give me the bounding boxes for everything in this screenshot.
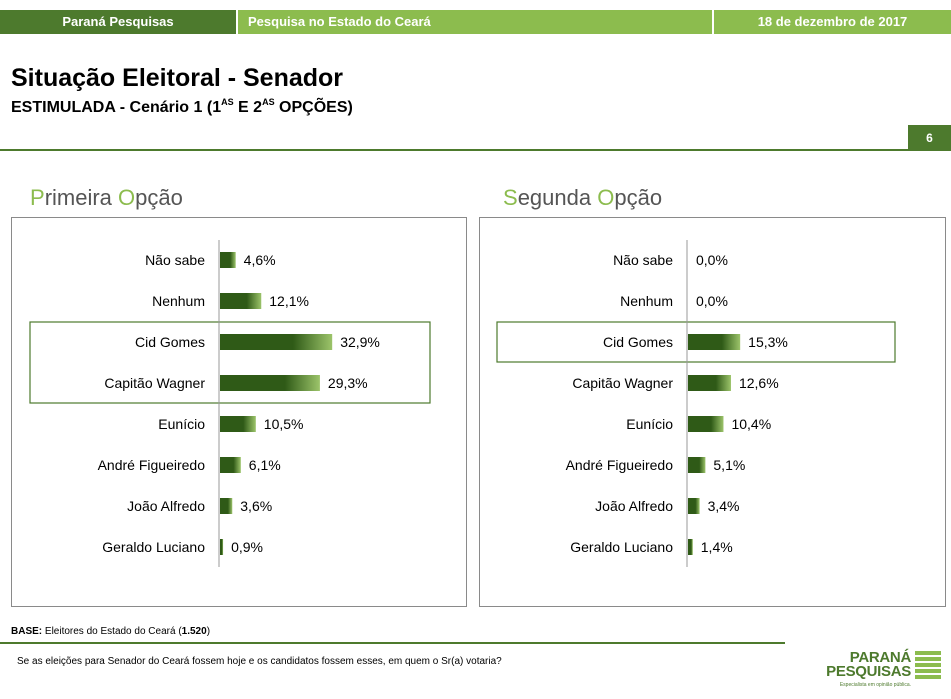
category-label: Nenhum <box>620 293 673 309</box>
data-label: 3,4% <box>708 498 740 514</box>
category-label: Não sabe <box>145 252 205 268</box>
data-label: 5,1% <box>713 457 745 473</box>
bar <box>220 457 241 473</box>
data-label: 10,4% <box>731 416 771 432</box>
page-title: Situação Eleitoral - Senador <box>11 64 344 92</box>
survey-date: 18 de dezembro de 2017 <box>714 10 951 34</box>
data-label: 0,0% <box>696 252 728 268</box>
category-label: Geraldo Luciano <box>102 539 205 555</box>
category-label: André Figueiredo <box>566 457 674 473</box>
first-option-title: Primeira Opção <box>30 185 183 210</box>
category-label: Não sabe <box>613 252 673 268</box>
page-subtitle: ESTIMULADA - Cenário 1 (1AS E 2AS OPÇÕES… <box>11 97 353 116</box>
data-label: 3,6% <box>240 498 272 514</box>
category-label: Cid Gomes <box>135 334 205 350</box>
highlight-box <box>496 321 896 363</box>
data-label: 4,6% <box>244 252 276 268</box>
bar <box>220 539 224 555</box>
highlight-box <box>29 321 431 404</box>
bar <box>220 375 320 391</box>
bar <box>688 498 700 514</box>
data-label: 32,9% <box>340 334 380 350</box>
parana-pesquisas-logo: PARANÁ PESQUISAS Especialista em opinião… <box>826 649 941 693</box>
category-label: Eunício <box>158 416 205 432</box>
data-label: 15,3% <box>748 334 788 350</box>
bar <box>688 416 724 432</box>
top-bar: Paraná Pesquisas Pesquisa no Estado do C… <box>0 10 951 34</box>
category-label: Capitão Wagner <box>104 375 205 391</box>
survey-name: Pesquisa no Estado do Ceará <box>238 10 712 34</box>
bar <box>220 416 256 432</box>
data-label: 29,3% <box>328 375 368 391</box>
data-label: 10,5% <box>264 416 304 432</box>
logo-tagline: Especialista em opinião pública. <box>839 682 911 688</box>
survey-question: Se as eleições para Senador do Ceará fos… <box>17 656 502 667</box>
bar <box>688 539 693 555</box>
bar <box>220 293 262 309</box>
category-label: João Alfredo <box>127 498 205 514</box>
category-label: André Figueiredo <box>98 457 206 473</box>
data-label: 0,9% <box>231 539 263 555</box>
second-option-panel: Não sabe 0,0% Nenhum 0,0% Cid Gomes 15,3% Capi… <box>479 217 946 607</box>
category-label: Cid Gomes <box>603 334 673 350</box>
bar <box>688 334 741 350</box>
data-label: 12,6% <box>739 375 779 391</box>
header-rule <box>0 149 908 151</box>
org-name: Paraná Pesquisas <box>0 10 236 34</box>
category-label: João Alfredo <box>595 498 673 514</box>
bar <box>688 375 731 391</box>
data-label: 6,1% <box>249 457 281 473</box>
first-option-chart: Não sabe 4,6% Nenhum 12,1% Cid Gomes 32,9% Cap… <box>29 240 431 567</box>
bar <box>220 252 236 268</box>
second-option-title: Segunda Opção <box>503 185 663 210</box>
data-label: 0,0% <box>696 293 728 309</box>
category-label: Capitão Wagner <box>572 375 673 391</box>
logo-line-2: PESQUISAS <box>826 663 911 680</box>
sample-base: BASE: Eleitores do Estado do Ceará (1.52… <box>11 626 211 637</box>
category-label: Eunício <box>626 416 673 432</box>
data-label: 12,1% <box>269 293 309 309</box>
bar <box>220 498 233 514</box>
bar <box>220 334 333 350</box>
first-option-panel: Não sabe 4,6% Nenhum 12,1% Cid Gomes 32,9% Cap… <box>11 217 467 607</box>
footer-rule <box>0 642 785 644</box>
bar <box>688 457 706 473</box>
logo-stripes-icon <box>915 651 941 681</box>
category-label: Geraldo Luciano <box>570 539 673 555</box>
logo-line-1: PARANÁ <box>849 649 912 666</box>
data-label: 1,4% <box>701 539 733 555</box>
category-label: Nenhum <box>152 293 205 309</box>
page-number: 6 <box>908 125 951 151</box>
second-option-chart: Não sabe 0,0% Nenhum 0,0% Cid Gomes 15,3% Capi… <box>496 240 896 567</box>
